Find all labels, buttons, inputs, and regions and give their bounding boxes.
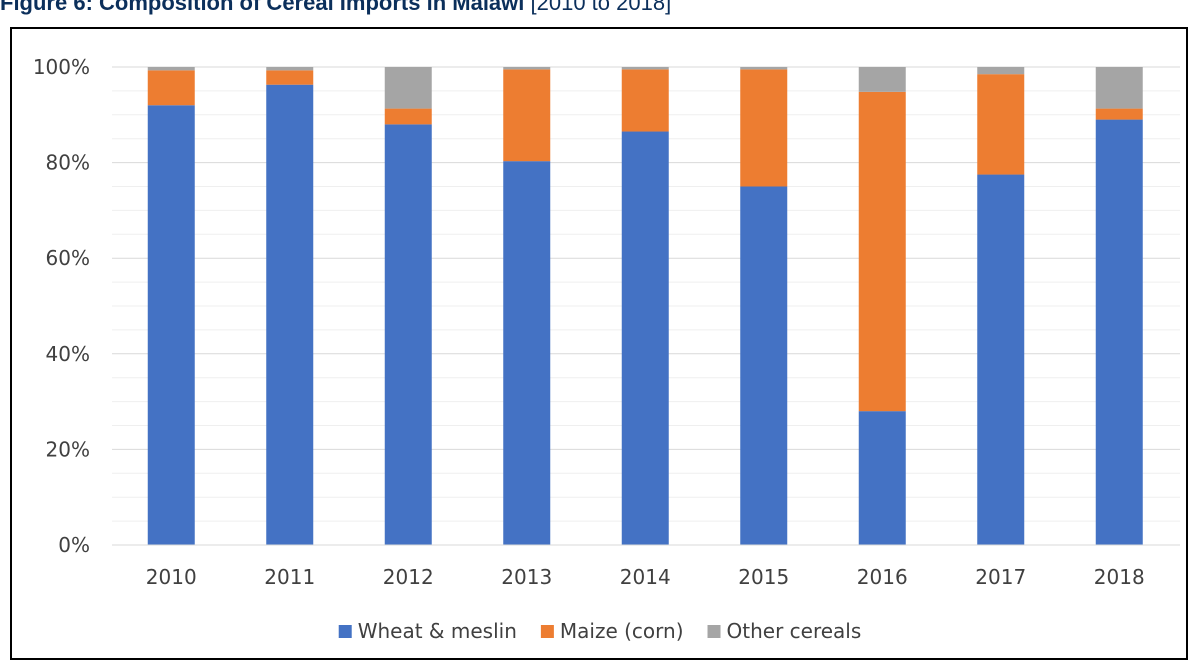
bar-segment-maize-corn-2016 [858, 91, 906, 412]
legend-swatch [338, 625, 352, 638]
y-axis-tick-labels: 0% 20% 40% 60% 80% 100% [33, 55, 90, 557]
bar-segment-wheat-meslin-2014 [621, 131, 669, 545]
bar-segment-other-cereals-2014 [621, 67, 669, 70]
legend-swatch [540, 625, 554, 638]
bar-segment-wheat-meslin-2010 [147, 105, 195, 546]
y-tick-label: 80% [46, 151, 90, 175]
bar-segment-other-cereals-2015 [740, 67, 788, 70]
bar-segment-wheat-meslin-2013 [503, 161, 551, 545]
bar-segment-maize-corn-2011 [266, 70, 314, 85]
bar-segment-wheat-meslin-2018 [1095, 119, 1143, 545]
figure-title-range: [2010 to 2018] [530, 0, 672, 15]
y-tick-label: 60% [46, 246, 90, 270]
bar-segment-maize-corn-2015 [740, 69, 788, 187]
x-tick-label: 2016 [857, 565, 908, 589]
bar-segment-wheat-meslin-2015 [740, 186, 788, 545]
bar-segment-other-cereals-2012 [384, 67, 432, 109]
x-tick-label: 2014 [620, 565, 671, 589]
bar-segment-maize-corn-2010 [147, 70, 195, 106]
bar-segment-wheat-meslin-2012 [384, 124, 432, 546]
bar-segment-other-cereals-2013 [503, 67, 551, 70]
bar-segment-other-cereals-2010 [147, 67, 195, 71]
bar-segment-other-cereals-2016 [858, 67, 906, 92]
bars [147, 67, 1143, 546]
y-tick-label: 20% [46, 437, 90, 461]
figure-title: Figure 6: Composition of Cereal Imports … [0, 0, 671, 18]
figure-title-text: Figure 6: Composition of Cereal Imports … [0, 0, 525, 15]
legend-label: Wheat & meslin [358, 619, 517, 643]
bar-segment-wheat-meslin-2017 [977, 174, 1025, 546]
y-tick-label: 100% [33, 55, 90, 79]
x-tick-label: 2012 [383, 565, 434, 589]
legend-swatch [707, 625, 721, 638]
x-axis-tick-labels: 2010 2011 2012 2013 2014 2015 2016 2017 2018 [146, 565, 1145, 589]
bar-segment-maize-corn-2017 [977, 74, 1025, 175]
bar-segment-maize-corn-2018 [1095, 108, 1143, 120]
bar-segment-maize-corn-2013 [503, 69, 551, 162]
y-tick-label: 0% [58, 533, 90, 557]
legend: Wheat & meslin Maize (corn) Other cereals [338, 619, 862, 643]
x-tick-label: 2011 [264, 565, 315, 589]
bar-segment-wheat-meslin-2011 [266, 84, 314, 545]
y-tick-label: 40% [46, 342, 90, 366]
bar-segment-other-cereals-2011 [266, 67, 314, 71]
legend-label: Maize (corn) [560, 619, 684, 643]
x-tick-label: 2010 [146, 565, 197, 589]
bar-segment-wheat-meslin-2016 [858, 411, 906, 545]
bar-segment-other-cereals-2017 [977, 67, 1025, 75]
x-tick-label: 2013 [501, 565, 552, 589]
bar-segment-other-cereals-2018 [1095, 67, 1143, 109]
x-tick-label: 2015 [738, 565, 789, 589]
x-tick-label: 2017 [975, 565, 1026, 589]
x-tick-label: 2018 [1094, 565, 1145, 589]
bar-segment-maize-corn-2012 [384, 108, 432, 125]
bar-segment-maize-corn-2014 [621, 69, 669, 132]
legend-label: Other cereals [727, 619, 862, 643]
